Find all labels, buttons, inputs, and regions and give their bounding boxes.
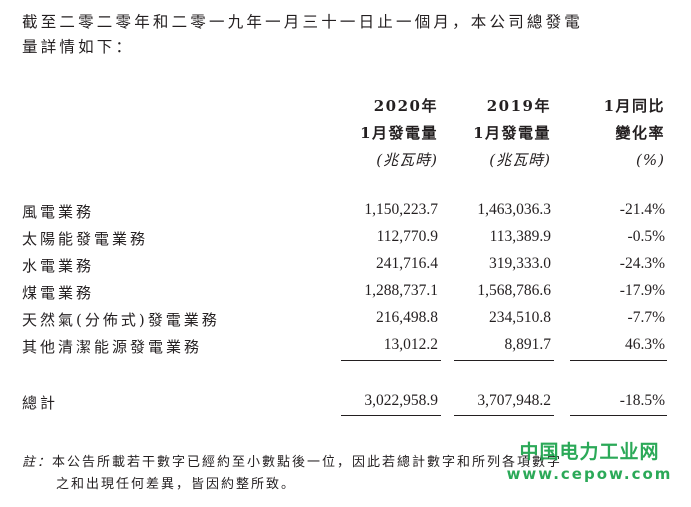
intro-line-1: 截至二零二零年和二零一九年一月三十一日止一個月，本公司總發電 <box>22 13 584 31</box>
header-unit: (兆瓦時) <box>489 151 551 169</box>
value-change: -7.7% <box>627 309 665 326</box>
total-2020: 3,022,958.9 <box>364 392 438 409</box>
header-col-change: 1月同比 變化率 (%) <box>604 93 665 174</box>
header-metric: 1月發電量 <box>473 124 551 142</box>
value-2020: 112,770.9 <box>376 228 438 245</box>
header-col-2020: 2020年 1月發電量 (兆瓦時) <box>360 93 438 174</box>
total-row: 總計 3,022,958.9 3,707,948.2 -18.5% <box>0 392 691 419</box>
footnote-head: 註： <box>22 455 53 470</box>
table-row: 太陽能發電業務 112,770.9 113,389.9 -0.5% <box>0 228 691 255</box>
value-2020: 13,012.2 <box>383 336 438 353</box>
row-label: 風電業務 <box>22 203 95 221</box>
total-label: 總計 <box>22 394 59 412</box>
header-unit: (%) <box>636 151 665 169</box>
value-change: -21.4% <box>619 201 665 218</box>
total-rule-2019 <box>454 415 554 416</box>
header-metric: 1月發電量 <box>360 124 438 142</box>
row-label: 水電業務 <box>22 257 95 275</box>
subtotal-rule-2020 <box>341 360 441 361</box>
header-year: 2019年 <box>486 97 551 115</box>
value-2020: 241,716.4 <box>376 255 438 272</box>
header-year: 1月同比 <box>603 97 665 115</box>
value-change: -17.9% <box>619 282 665 299</box>
footnote-line-2: 之和出現任何差異，皆因約整所致。 <box>56 477 297 492</box>
total-rule-change <box>570 415 667 416</box>
table-row: 風電業務 1,150,223.7 1,463,036.3 -21.4% <box>0 201 691 228</box>
value-change: -24.3% <box>619 255 665 272</box>
watermark-logo: 中国电力工业网 www.cepow.com <box>497 440 682 484</box>
value-2019: 1,568,786.6 <box>477 282 551 299</box>
total-rule-2020 <box>341 415 441 416</box>
watermark-url: www.cepow.com <box>506 465 673 483</box>
header-metric: 變化率 <box>615 124 665 142</box>
subtotal-rule-change <box>570 360 667 361</box>
row-label: 其他清潔能源發電業務 <box>22 338 203 356</box>
header-year: 2020年 <box>373 97 438 115</box>
footnote-line-1: 本公告所載若干數字已經約至小數點後一位，因此若總計數字和所列各項數字 <box>52 455 563 470</box>
value-2020: 216,498.8 <box>376 309 438 326</box>
footnote: 註：本公告所載若干數字已經約至小數點後一位，因此若總計數字和所列各項數字 之和出… <box>22 452 672 496</box>
value-2019: 1,463,036.3 <box>477 201 551 218</box>
value-change: 46.3% <box>624 336 665 353</box>
row-label: 天然氣(分佈式)發電業務 <box>22 311 220 329</box>
table-row: 天然氣(分佈式)發電業務 216,498.8 234,510.8 -7.7% <box>0 309 691 336</box>
value-2020: 1,150,223.7 <box>364 201 438 218</box>
header-unit: (兆瓦時) <box>376 151 438 169</box>
value-2019: 234,510.8 <box>489 309 551 326</box>
header-col-2019: 2019年 1月發電量 (兆瓦時) <box>473 93 551 174</box>
subtotal-rule-2019 <box>454 360 554 361</box>
value-2019: 319,333.0 <box>489 255 551 272</box>
intro-paragraph: 截至二零二零年和二零一九年一月三十一日止一個月，本公司總發電 量詳情如下： <box>22 10 672 60</box>
value-2019: 8,891.7 <box>504 336 552 353</box>
value-change: -0.5% <box>627 228 665 245</box>
row-label: 煤電業務 <box>22 284 95 302</box>
table-row: 煤電業務 1,288,737.1 1,568,786.6 -17.9% <box>0 282 691 309</box>
total-change: -18.5% <box>619 392 665 409</box>
value-2020: 1,288,737.1 <box>364 282 438 299</box>
table-row: 其他清潔能源發電業務 13,012.2 8,891.7 46.3% <box>0 336 691 363</box>
value-2019: 113,389.9 <box>489 228 551 245</box>
intro-line-2: 量詳情如下： <box>22 38 135 56</box>
total-2019: 3,707,948.2 <box>477 392 551 409</box>
watermark-cn: 中国电力工业网 <box>519 441 660 463</box>
table-row: 水電業務 241,716.4 319,333.0 -24.3% <box>0 255 691 282</box>
row-label: 太陽能發電業務 <box>22 230 149 248</box>
